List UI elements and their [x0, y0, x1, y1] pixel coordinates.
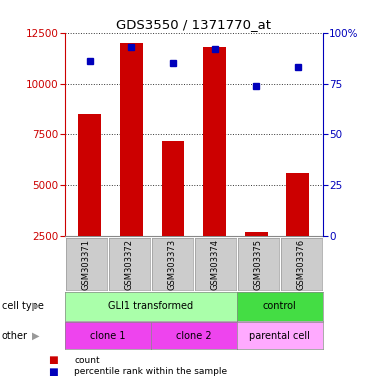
- Text: ■: ■: [48, 367, 58, 377]
- Bar: [78, 114, 101, 236]
- Text: other: other: [2, 331, 28, 341]
- Text: parental cell: parental cell: [249, 331, 310, 341]
- Bar: [203, 47, 226, 236]
- Text: count: count: [74, 356, 100, 365]
- Bar: [162, 141, 184, 236]
- Bar: [286, 173, 309, 236]
- Text: ▶: ▶: [32, 301, 39, 311]
- Text: percentile rank within the sample: percentile rank within the sample: [74, 367, 227, 376]
- Text: ■: ■: [48, 355, 58, 365]
- Text: GSM303373: GSM303373: [168, 238, 177, 290]
- Text: GSM303376: GSM303376: [297, 238, 306, 290]
- Text: GSM303374: GSM303374: [211, 238, 220, 290]
- Text: GSM303372: GSM303372: [125, 238, 134, 290]
- Bar: [245, 232, 267, 236]
- Bar: [120, 43, 143, 236]
- Text: clone 2: clone 2: [176, 331, 212, 341]
- Text: cell type: cell type: [2, 301, 44, 311]
- Title: GDS3550 / 1371770_at: GDS3550 / 1371770_at: [116, 18, 271, 31]
- Text: GSM303371: GSM303371: [82, 238, 91, 290]
- Text: GLI1 transformed: GLI1 transformed: [108, 301, 193, 311]
- Text: ▶: ▶: [32, 331, 39, 341]
- Text: GSM303375: GSM303375: [254, 238, 263, 290]
- Text: clone 1: clone 1: [90, 331, 126, 341]
- Text: control: control: [263, 301, 297, 311]
